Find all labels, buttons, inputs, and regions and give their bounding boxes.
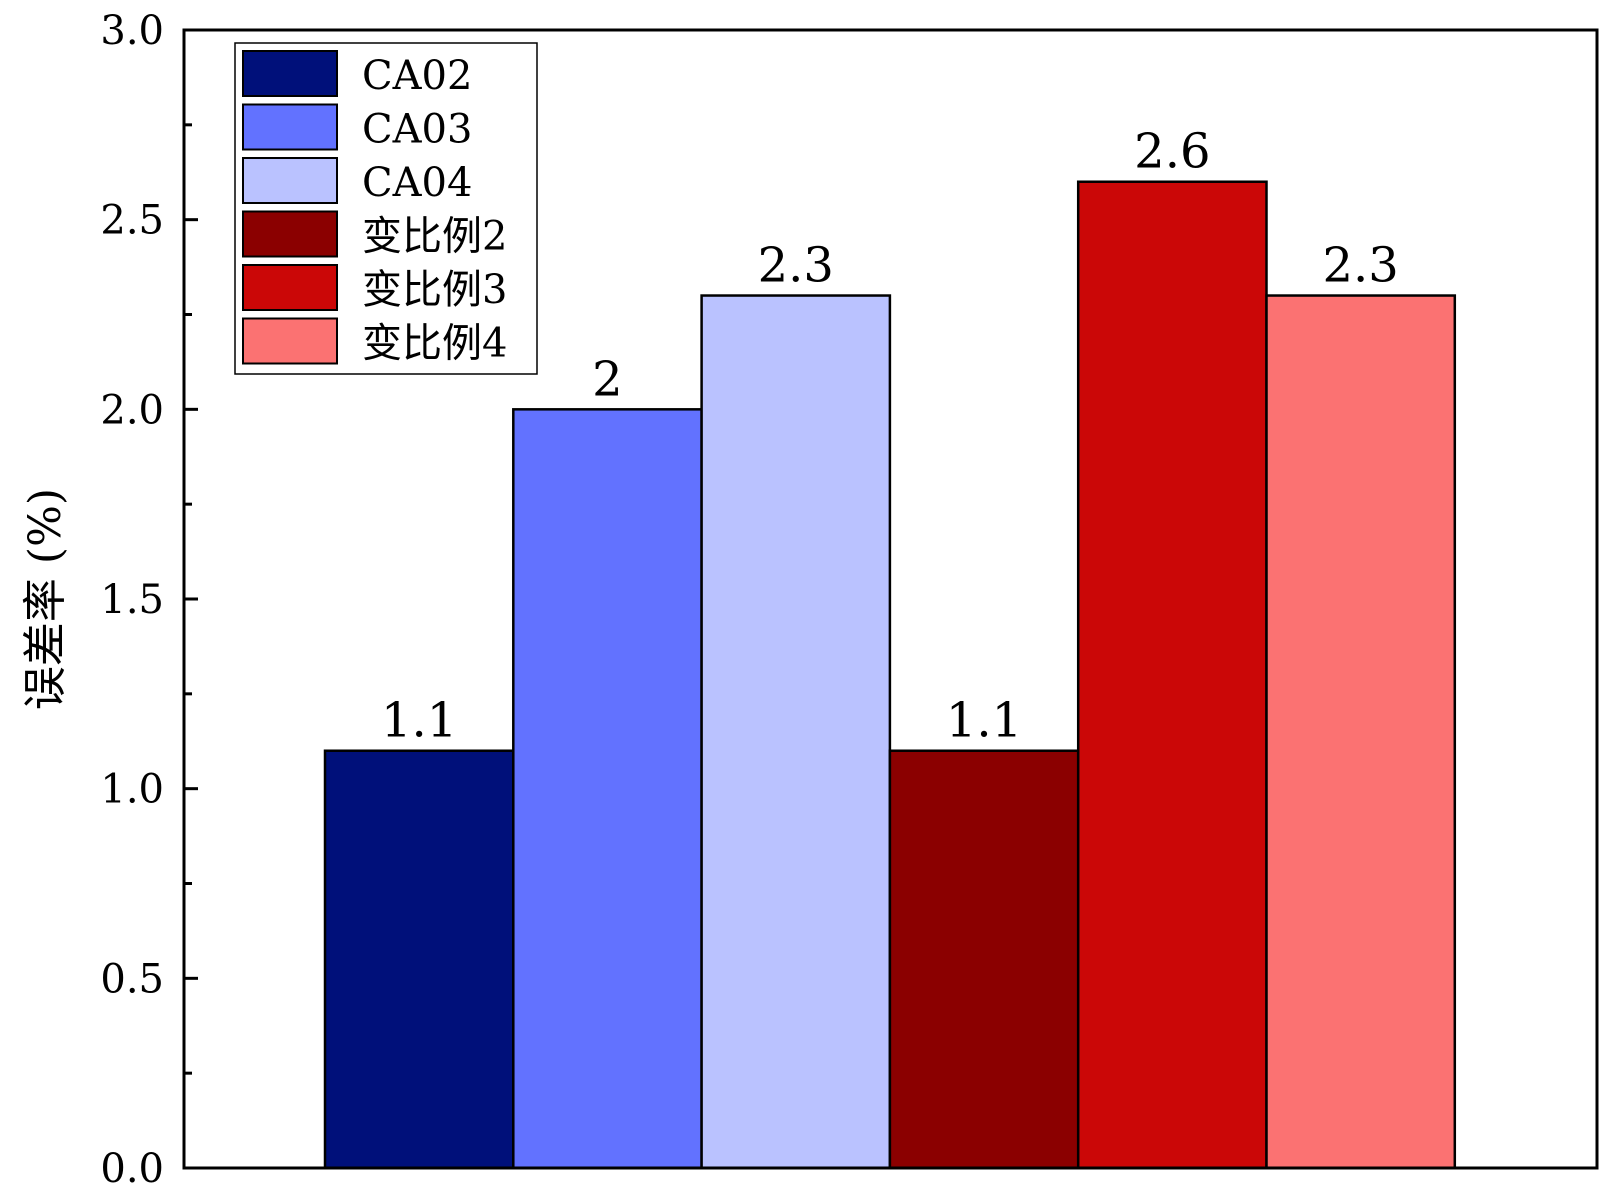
y-tick-label: 2.0	[100, 387, 164, 433]
data-label-4: 1.1	[946, 693, 1022, 749]
legend-label-6: 变比例4	[362, 321, 507, 367]
bar-4	[888, 749, 1080, 1170]
data-label-3: 2.3	[758, 238, 834, 294]
bar-3	[700, 294, 892, 1170]
legend-label-1: CA02	[362, 53, 472, 99]
data-labels-group: 1.1 2 2.3 1.1 2.6 2.3	[381, 124, 1399, 749]
legend-swatch-6	[242, 317, 338, 365]
y-tick-label: 3.0	[100, 8, 164, 54]
data-label-1: 1.1	[381, 693, 457, 749]
legend-label-2: CA03	[362, 107, 472, 153]
bars-group	[323, 180, 1457, 1170]
y-tick-label: 0.0	[100, 1146, 164, 1191]
legend-swatch-4	[242, 210, 338, 258]
y-axis: 0.0 0.5 1.0 1.5 2.0 2.5 3.0	[100, 8, 198, 1191]
legend-swatch-3	[242, 157, 338, 204]
bar-1	[323, 749, 515, 1170]
data-label-6: 2.3	[1322, 238, 1398, 294]
data-label-2: 2	[592, 351, 623, 407]
legend-label-4: 变比例2	[362, 214, 507, 260]
legend-swatch-2	[242, 103, 338, 151]
y-tick-label: 1.0	[100, 767, 164, 813]
legend-swatch-5	[242, 264, 338, 311]
y-axis-title: 误差率 (%)	[20, 488, 71, 710]
legend-label-3: CA04	[362, 160, 472, 206]
bar-5	[1076, 180, 1268, 1170]
legend: CA02 CA03 CA04 变比例2 变比例3 变比例4	[234, 42, 538, 375]
y-tick-label: 1.5	[100, 577, 164, 623]
legend-swatch-1	[242, 50, 338, 97]
bar-6	[1265, 294, 1457, 1170]
bar-2	[512, 408, 703, 1170]
y-tick-label: 2.5	[100, 198, 164, 244]
legend-label-5: 变比例3	[362, 267, 507, 313]
y-tick-label: 0.5	[100, 956, 164, 1002]
data-label-5: 2.6	[1134, 124, 1210, 180]
legend-box	[234, 42, 538, 375]
